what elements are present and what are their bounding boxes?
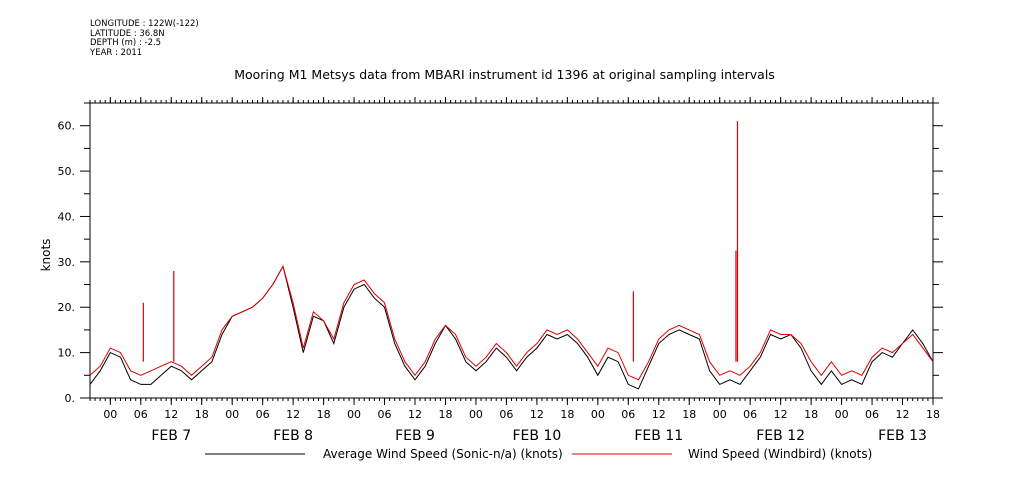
x-tick-label: 06 (743, 408, 757, 421)
x-tick-label: 18 (438, 408, 452, 421)
meta-longitude: LONGITUDE : 122W(-122) (90, 19, 199, 29)
x-tick-label: 06 (865, 408, 879, 421)
x-tick-label: 06 (621, 408, 635, 421)
legend-label-average: Average Wind Speed (Sonic-n/a) (knots) (323, 447, 563, 461)
x-tick-label: 12 (774, 408, 788, 421)
x-day-label: FEB 10 (513, 428, 562, 444)
x-day-label: FEB 12 (756, 428, 805, 444)
legend-label-windbird: Wind Speed (Windbird) (knots) (688, 447, 872, 461)
x-tick-label: 00 (713, 408, 727, 421)
x-tick-label: 12 (286, 408, 300, 421)
y-tick-label: 40. (58, 210, 76, 223)
x-tick-label: 12 (164, 408, 178, 421)
y-tick-label: 50. (58, 165, 76, 178)
x-tick-label: 18 (195, 408, 209, 421)
chart-title: Mooring M1 Metsys data from MBARI instru… (234, 67, 775, 82)
x-tick-label: 12 (530, 408, 544, 421)
x-tick-label: 18 (682, 408, 696, 421)
x-tick-label: 00 (835, 408, 849, 421)
series-line-0 (89, 265, 934, 390)
y-axis-title: knots (39, 239, 53, 272)
legend: Average Wind Speed (Sonic-n/a) (knots) W… (205, 447, 872, 461)
y-tick-label: 30. (58, 256, 76, 269)
x-tick-label: 12 (408, 408, 422, 421)
x-tick-label: 18 (560, 408, 574, 421)
x-day-label: FEB 9 (395, 428, 435, 444)
x-day-label: FEB 7 (151, 428, 191, 444)
x-tick-label: 00 (469, 408, 483, 421)
y-tick-label: 0. (65, 392, 76, 405)
meta-year: YEAR : 2011 (90, 47, 143, 58)
x-tick-label: 06 (134, 408, 148, 421)
x-day-label: FEB 11 (634, 428, 683, 444)
x-tick-label: 18 (804, 408, 818, 421)
x-tick-label: 00 (225, 408, 239, 421)
x-tick-label: 06 (499, 408, 513, 421)
x-day-label: FEB 8 (273, 428, 313, 444)
x-tick-label: 18 (317, 408, 331, 421)
axis-layer: 00 06 12 18 00 06 12 18 00 06 12 18 00 06 12 18 00 06 12 18… (58, 97, 943, 444)
x-tick-label: 00 (591, 408, 605, 421)
x-day-label: FEB 13 (878, 428, 927, 444)
metadata-block: LONGITUDE : 122W(-122) LATITUDE : 36.8N … (90, 19, 199, 58)
series-line-1 (89, 265, 934, 381)
y-tick-label: 10. (58, 347, 76, 360)
x-tick-label: 18 (926, 408, 940, 421)
meta-latitude: LATITUDE : 36.8N (90, 28, 165, 39)
x-tick-label: 00 (103, 408, 117, 421)
y-tick-label: 20. (58, 301, 76, 314)
x-tick-label: 00 (347, 408, 361, 421)
meta-depth: DEPTH (m) : -2.5 (90, 38, 162, 48)
x-tick-label: 06 (256, 408, 270, 421)
x-tick-label: 12 (652, 408, 666, 421)
y-tick-label: 60. (58, 120, 76, 133)
series-layer (89, 121, 934, 390)
x-tick-label: 06 (378, 408, 392, 421)
x-tick-label: 12 (896, 408, 910, 421)
